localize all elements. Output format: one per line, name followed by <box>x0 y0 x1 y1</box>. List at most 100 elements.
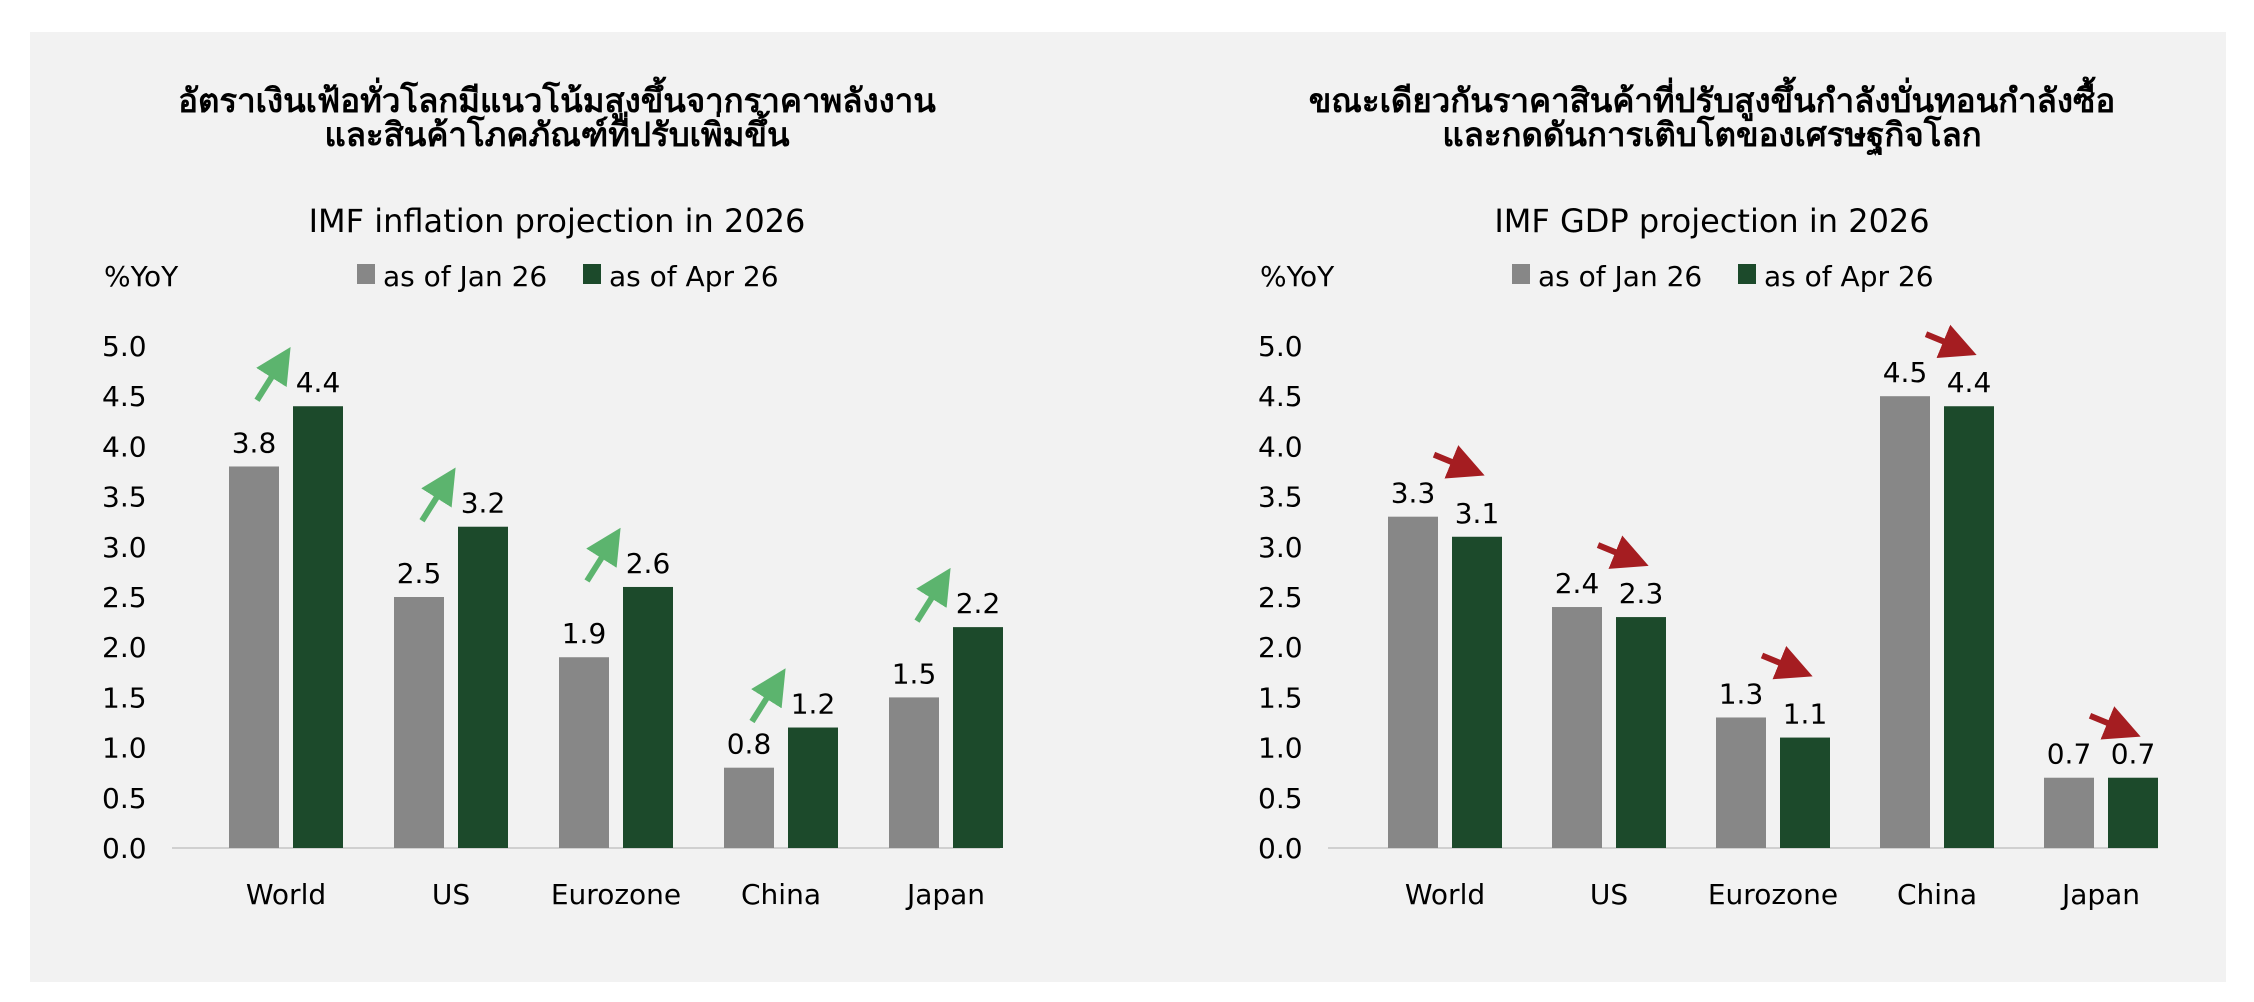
y-axis-label: %YoY <box>1260 260 1335 293</box>
bar-china-1 <box>1880 396 1930 848</box>
data-label: 3.8 <box>232 426 277 459</box>
data-label: 2.5 <box>397 557 442 590</box>
data-label: 3.3 <box>1391 477 1436 510</box>
data-label: 3.2 <box>461 487 506 520</box>
data-label: 4.4 <box>296 366 341 399</box>
data-label: 2.2 <box>956 587 1001 620</box>
y-tick-label: 4.0 <box>102 430 147 463</box>
y-axis-label: %YoY <box>104 260 179 293</box>
data-label: 3.1 <box>1455 497 1500 530</box>
data-label: 1.1 <box>1783 698 1828 731</box>
bar-japan-1 <box>2044 777 2094 848</box>
trend-up-arrow-icon <box>914 567 951 623</box>
legend-swatch-1 <box>357 264 375 284</box>
y-tick-label: 0.5 <box>102 782 147 815</box>
chart-title: IMF inflation projection in 2026 <box>309 202 806 240</box>
bar-us-2 <box>458 526 508 848</box>
y-tick-label: 5.0 <box>102 330 147 363</box>
data-label: 2.6 <box>626 547 671 580</box>
data-label: 0.7 <box>2047 738 2092 771</box>
trend-down-arrow-icon <box>1596 535 1649 569</box>
x-tick-label: China <box>1897 878 1977 911</box>
bar-world-2 <box>1452 536 1502 848</box>
y-tick-label: 4.5 <box>102 380 147 413</box>
x-tick-label: China <box>741 878 821 911</box>
trend-down-arrow-icon <box>1760 645 1813 680</box>
x-tick-label: US <box>432 878 470 911</box>
y-tick-label: 3.0 <box>102 531 147 564</box>
trend-down-arrow-icon <box>1924 324 1977 358</box>
panel-heading-line-2: และสินค้าโภคภัณฑ์ที่ปรับเพิ่มขึ้น <box>324 110 790 154</box>
legend-label-2: as of Apr 26 <box>1764 260 1934 293</box>
y-tick-label: 1.5 <box>1258 681 1303 714</box>
bar-us-1 <box>1552 607 1602 848</box>
y-tick-label: 4.5 <box>1258 380 1303 413</box>
y-tick-label: 1.0 <box>102 732 147 765</box>
trend-up-arrow-icon <box>254 347 291 402</box>
y-tick-label: 2.5 <box>1258 581 1303 614</box>
data-label: 4.4 <box>1947 366 1992 399</box>
bar-world-1 <box>229 466 279 848</box>
y-tick-label: 0.5 <box>1258 782 1303 815</box>
bar-eurozone-2 <box>623 586 673 848</box>
panel-heading-line-2: และกดดันการเติบโตของเศรษฐกิจโลก <box>1442 115 1981 156</box>
bar-us-2 <box>1616 617 1666 848</box>
bar-japan-2 <box>2108 777 2158 848</box>
y-tick-label: 1.5 <box>102 681 147 714</box>
legend-swatch-2 <box>583 264 601 284</box>
trend-up-arrow-icon <box>584 527 621 583</box>
legend-label-1: as of Jan 26 <box>1538 260 1702 293</box>
y-tick-label: 0.0 <box>1258 832 1303 865</box>
y-tick-label: 1.0 <box>1258 732 1303 765</box>
x-tick-label: World <box>1405 878 1485 911</box>
y-tick-label: 2.5 <box>102 581 147 614</box>
trend-down-arrow-icon <box>1432 445 1485 479</box>
bar-us-1 <box>394 597 444 848</box>
x-tick-label: Eurozone <box>1708 878 1838 911</box>
bar-eurozone-1 <box>559 657 609 848</box>
bar-china-1 <box>724 767 774 848</box>
trend-up-arrow-icon <box>749 668 786 724</box>
panel-heading-line-1: ขณะเดียวกันราคาสินค้าที่ปรับสูงขึ้นกำลัง… <box>1309 76 2115 122</box>
x-tick-label: Japan <box>905 878 985 911</box>
bar-japan-1 <box>889 697 939 848</box>
chart-2: ขณะเดียวกันราคาสินค้าที่ปรับสูงขึ้นกำลัง… <box>1258 76 2158 911</box>
bar-world-2 <box>293 406 343 848</box>
data-label: 1.9 <box>562 617 607 650</box>
chart-title: IMF GDP projection in 2026 <box>1494 202 1929 240</box>
bar-china-2 <box>788 727 838 848</box>
data-label: 4.5 <box>1883 356 1928 389</box>
bar-japan-2 <box>953 627 1003 848</box>
chart-1: อัตราเงินเฟ้อทั่วโลกมีแนวโน้มสูงขึ้นจากร… <box>102 76 1003 911</box>
data-label: 1.2 <box>791 688 836 721</box>
data-label: 1.3 <box>1719 677 1764 710</box>
y-tick-label: 4.0 <box>1258 430 1303 463</box>
y-tick-label: 0.0 <box>102 832 147 865</box>
legend-label-1: as of Jan 26 <box>383 260 547 293</box>
y-tick-label: 5.0 <box>1258 330 1303 363</box>
bar-world-1 <box>1388 516 1438 848</box>
data-label: 1.5 <box>892 657 937 690</box>
bar-eurozone-2 <box>1780 737 1830 848</box>
x-tick-label: US <box>1590 878 1628 911</box>
x-tick-label: Eurozone <box>551 878 681 911</box>
data-label: 2.3 <box>1619 577 1664 610</box>
trend-down-arrow-icon <box>2088 706 2141 740</box>
bar-china-2 <box>1944 406 1994 848</box>
x-tick-label: World <box>246 878 326 911</box>
x-tick-label: Japan <box>2060 878 2140 911</box>
trend-up-arrow-icon <box>419 467 456 523</box>
y-tick-label: 3.5 <box>1258 481 1303 514</box>
bar-eurozone-1 <box>1716 717 1766 848</box>
legend-label-2: as of Apr 26 <box>609 260 779 293</box>
data-label: 2.4 <box>1555 567 1600 600</box>
legend-swatch-2 <box>1738 264 1756 284</box>
data-label: 0.8 <box>727 728 772 761</box>
data-label: 0.7 <box>2111 738 2156 771</box>
panel-heading-line-1: อัตราเงินเฟ้อทั่วโลกมีแนวโน้มสูงขึ้นจากร… <box>178 76 936 122</box>
y-tick-label: 3.0 <box>1258 531 1303 564</box>
y-tick-label: 2.0 <box>102 631 147 664</box>
y-tick-label: 3.5 <box>102 481 147 514</box>
y-tick-label: 2.0 <box>1258 631 1303 664</box>
